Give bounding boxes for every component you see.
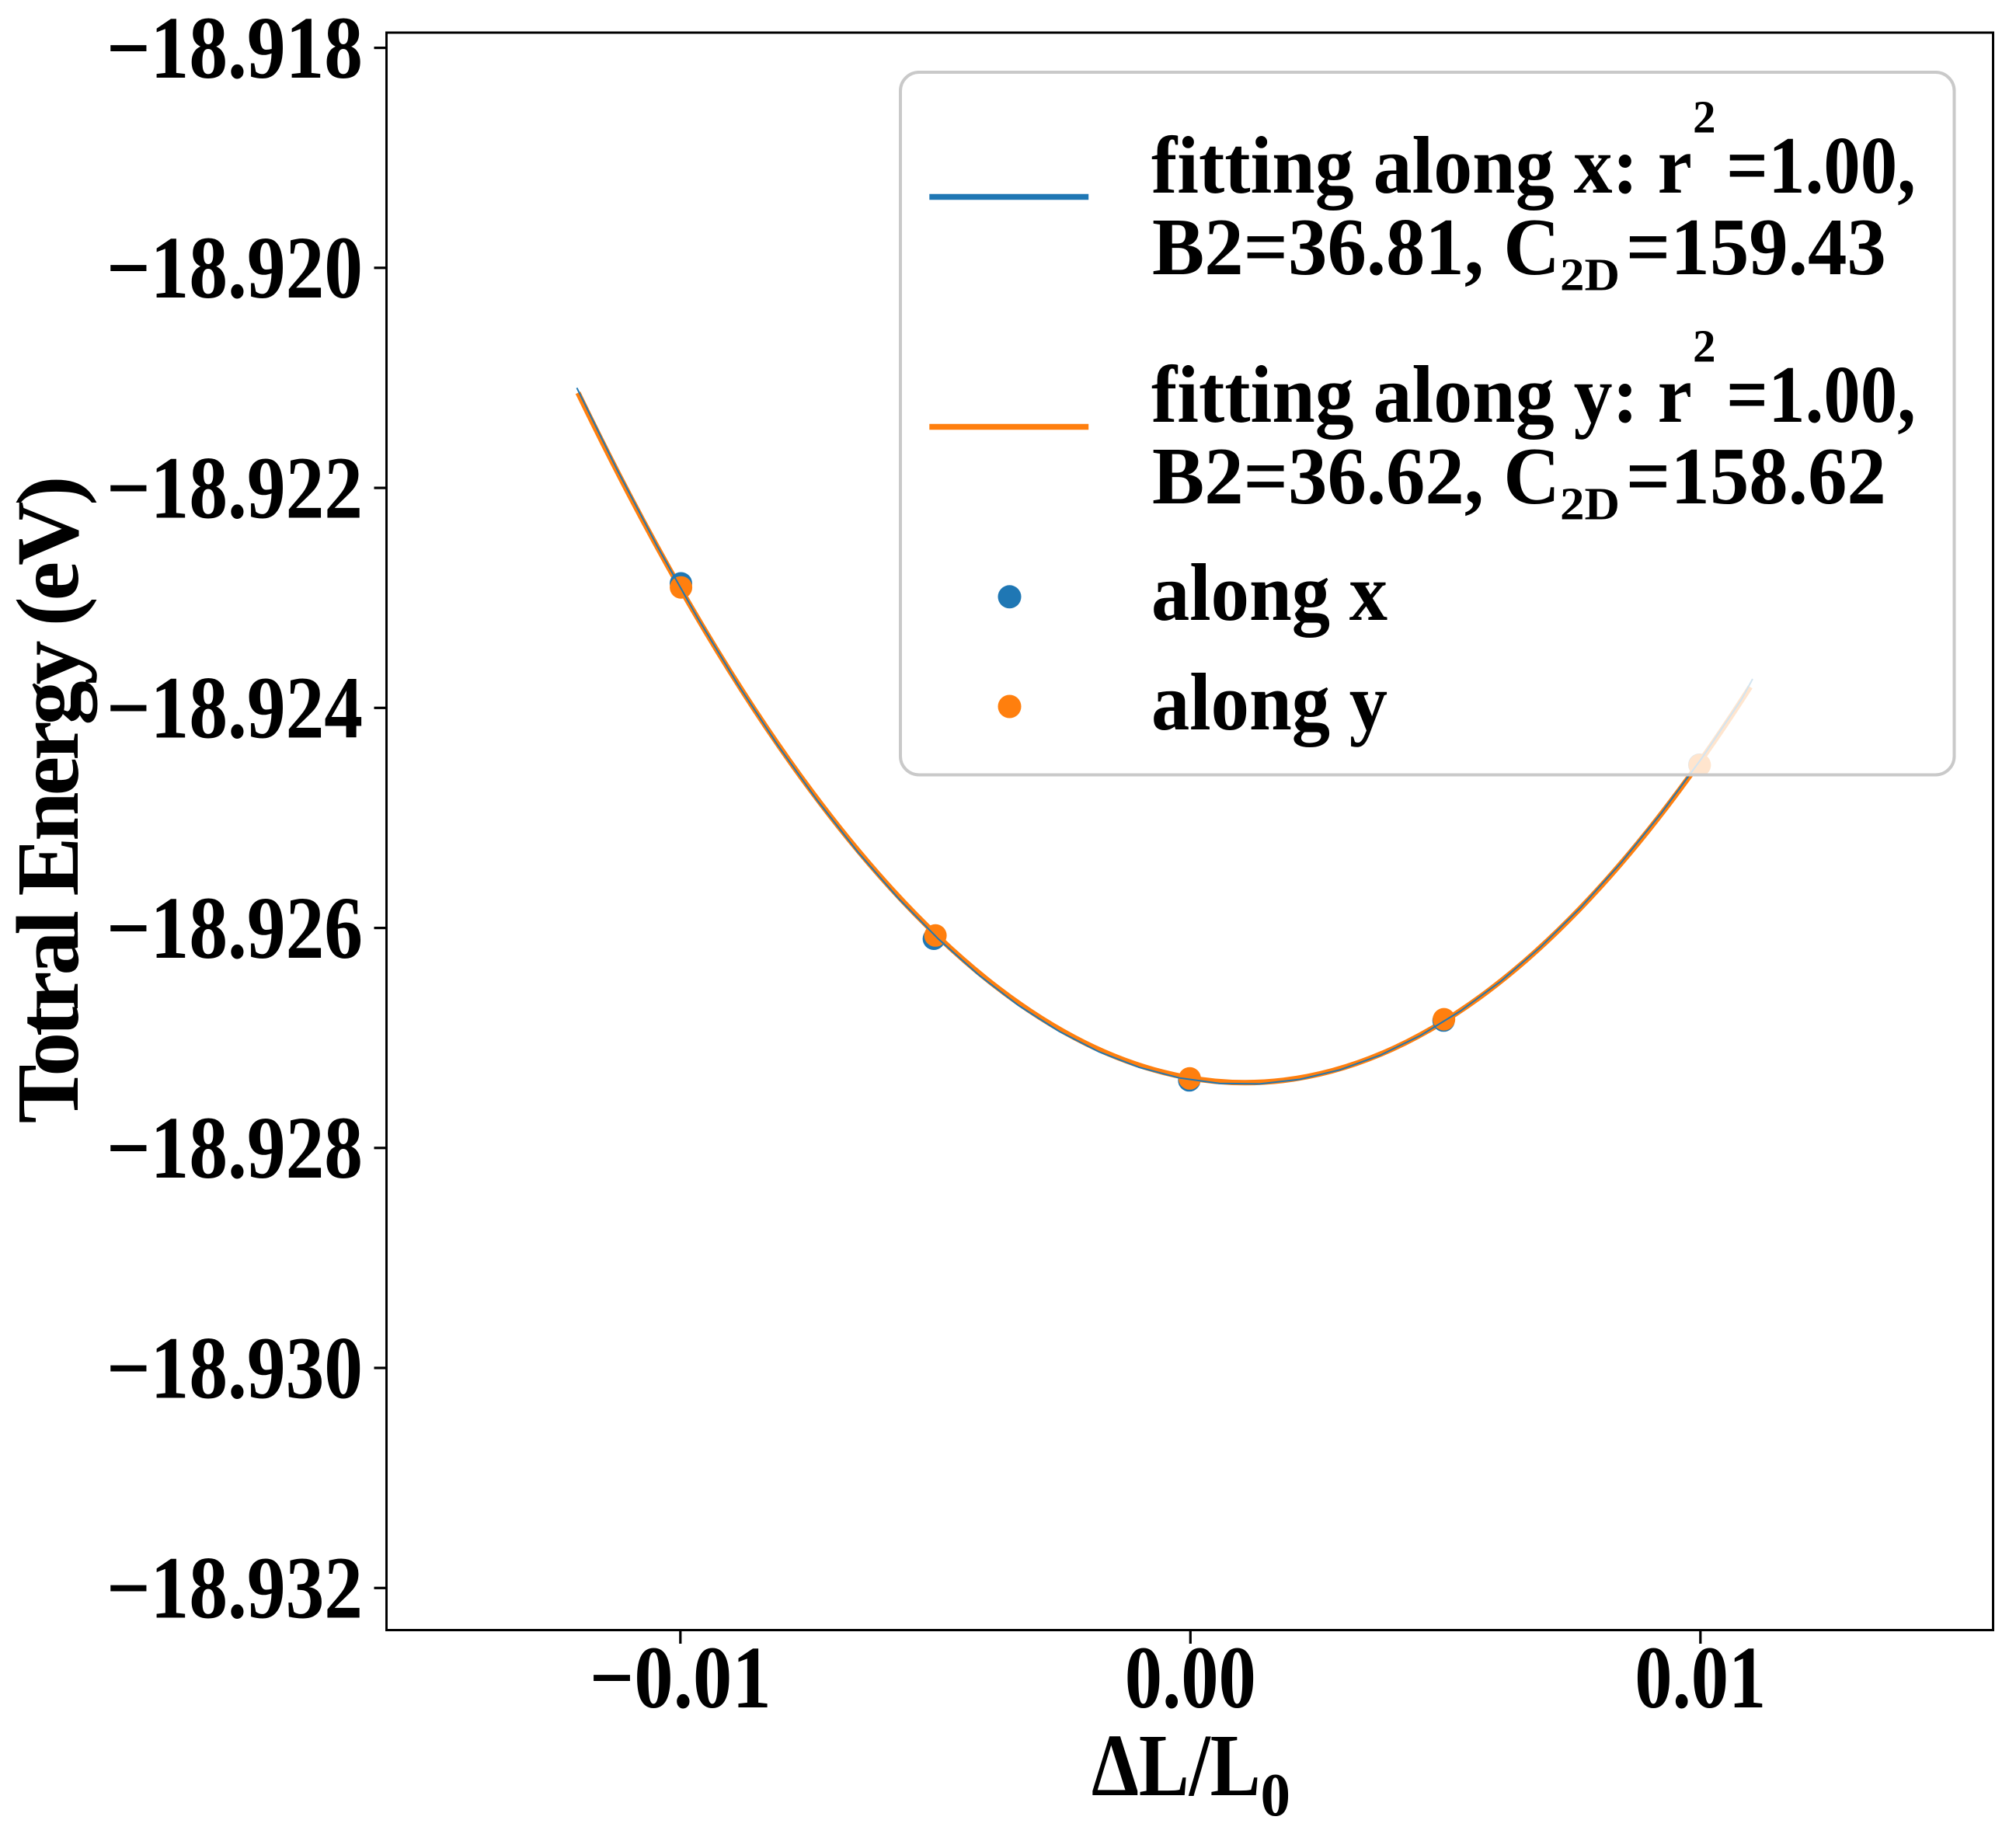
svg-text:B2=36.81, C: B2=36.81, C	[1152, 201, 1560, 292]
svg-text:2D: 2D	[1560, 249, 1620, 301]
svg-text:−18.932: −18.932	[106, 1539, 363, 1637]
svg-text:−18.924: −18.924	[106, 659, 363, 757]
svg-text:Totral Energy (eV): Totral Energy (eV)	[0, 480, 97, 1124]
svg-text:−18.922: −18.922	[106, 439, 363, 538]
svg-text:−18.920: −18.920	[106, 218, 363, 317]
svg-text:−0.01: −0.01	[590, 1628, 771, 1727]
svg-text:−18.930: −18.930	[106, 1318, 363, 1417]
svg-text:B2=36.62, C: B2=36.62, C	[1152, 430, 1560, 521]
svg-text:2: 2	[1693, 321, 1716, 372]
svg-text:2D: 2D	[1560, 479, 1620, 530]
svg-text:fitting along x: r: fitting along x: r	[1151, 120, 1692, 211]
svg-text:=159.43: =159.43	[1626, 201, 1886, 292]
svg-text:−18.918: −18.918	[106, 0, 363, 97]
svg-text:ΔL/L: ΔL/L	[1092, 1716, 1261, 1815]
svg-text:along x: along x	[1151, 547, 1388, 638]
svg-text:0.01: 0.01	[1635, 1628, 1766, 1727]
svg-text:=1.00,: =1.00,	[1726, 120, 1916, 211]
svg-text:=1.00,: =1.00,	[1726, 349, 1916, 440]
svg-text:fitting along y: r: fitting along y: r	[1151, 349, 1692, 440]
svg-text:0.00: 0.00	[1125, 1628, 1256, 1727]
svg-text:−18.926: −18.926	[106, 879, 363, 977]
svg-text:2: 2	[1693, 92, 1716, 143]
svg-text:0: 0	[1261, 1762, 1291, 1829]
svg-text:=158.62: =158.62	[1626, 430, 1886, 521]
svg-text:−18.928: −18.928	[106, 1098, 363, 1197]
svg-text:along y: along y	[1151, 656, 1388, 747]
